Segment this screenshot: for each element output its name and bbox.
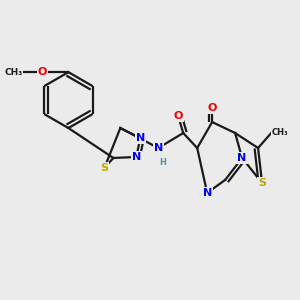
Text: O: O [208,103,217,113]
Text: N: N [132,152,141,162]
Text: O: O [173,111,183,121]
Text: S: S [258,178,266,188]
Text: CH₃: CH₃ [272,128,289,136]
Text: N: N [136,133,145,143]
Text: N: N [154,143,163,153]
Text: N: N [202,188,212,198]
Text: N: N [238,153,247,163]
Text: H: H [159,158,166,167]
Text: S: S [100,163,108,173]
Text: O: O [38,67,47,77]
Text: CH₃: CH₃ [4,68,22,76]
